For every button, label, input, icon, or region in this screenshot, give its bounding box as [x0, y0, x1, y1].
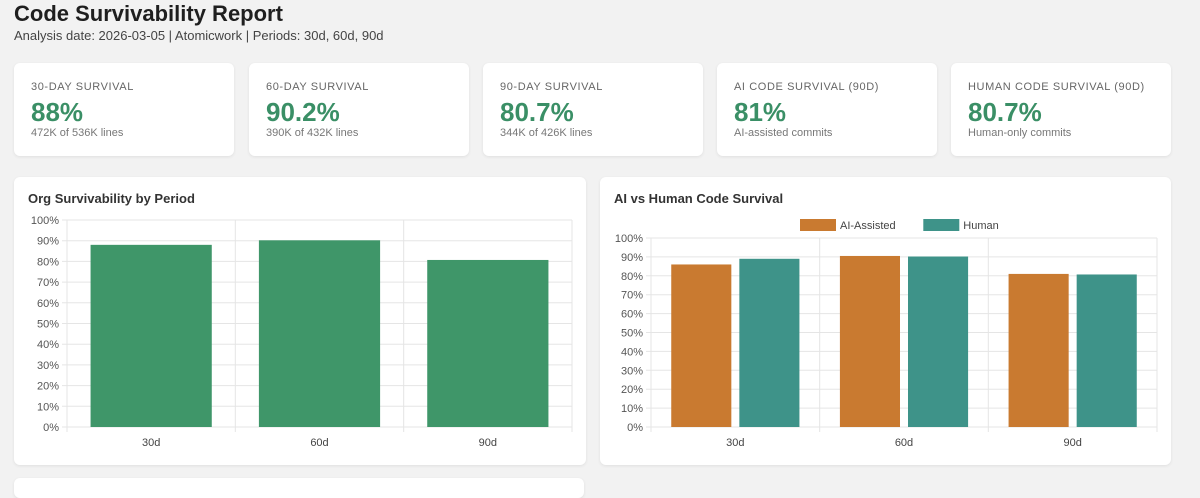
- next-card: [14, 478, 584, 498]
- y-tick-label: 20%: [621, 384, 643, 396]
- stat-sub: 390K of 432K lines: [266, 127, 359, 139]
- stat-label: HUMAN CODE SURVIVAL (90D): [968, 81, 1145, 93]
- stat-value: 80.7%: [500, 97, 574, 127]
- y-tick-label: 50%: [621, 328, 643, 340]
- page-subtitle: Analysis date: 2026-03-05 | Atomicwork |…: [14, 28, 384, 43]
- stat-value: 80.7%: [968, 97, 1042, 127]
- x-tick-label: 90d: [479, 437, 497, 449]
- y-tick-label: 100%: [31, 215, 59, 227]
- stat-label: 60-DAY SURVIVAL: [266, 81, 369, 93]
- legend-label: AI-Assisted: [840, 220, 896, 232]
- y-tick-label: 30%: [621, 365, 643, 377]
- bar-survival-90d: [427, 259, 549, 427]
- y-tick-label: 0%: [43, 422, 59, 434]
- y-tick-label: 80%: [621, 271, 643, 283]
- x-tick-label: 90d: [1063, 437, 1081, 449]
- stat-sub: Human-only commits: [968, 127, 1072, 139]
- x-tick-label: 60d: [310, 437, 328, 449]
- stat-sub: 472K of 536K lines: [31, 127, 124, 139]
- bar-human-90d: [1076, 274, 1137, 427]
- bar-survival-60d: [258, 240, 381, 427]
- y-tick-label: 40%: [37, 339, 59, 351]
- y-tick-label: 80%: [37, 256, 59, 268]
- org-survivability-chart: 0% 10% 20% 30% 40% 50% 60% 70% 80% 90% 100% 30d 60d 9…: [31, 215, 573, 449]
- stat-sub: 344K of 426K lines: [500, 127, 593, 139]
- y-tick-label: 90%: [621, 252, 643, 264]
- y-tick-label: 90%: [37, 236, 59, 248]
- bar-ai-assisted-30d: [671, 264, 732, 427]
- stat-label: 30-DAY SURVIVAL: [31, 81, 134, 93]
- y-tick-label: 0%: [627, 422, 643, 434]
- bar-ai-assisted-90d: [1008, 273, 1069, 427]
- ai-vs-human-card: AI vs Human Code Survival 0% 10% 20% 30% 40%…: [600, 177, 1171, 465]
- bar-human-60d: [908, 256, 969, 427]
- ai-vs-human-chart: 0% 10% 20% 30% 40% 50% 60% 70% 80% 90% 100% 30d 60d 9…: [615, 219, 1158, 449]
- stat-label: 90-DAY SURVIVAL: [500, 81, 603, 93]
- page-title: Code Survivability Report: [14, 1, 283, 26]
- bar-survival-30d: [90, 244, 212, 427]
- y-tick-label: 70%: [37, 277, 59, 289]
- stat-value: 88%: [31, 97, 84, 127]
- stat-card-60-day: 60-DAY SURVIVAL 90.2% 390K of 432K lines: [249, 63, 469, 156]
- chart-title: Org Survivability by Period: [28, 191, 195, 206]
- y-tick-label: 60%: [37, 298, 59, 310]
- y-tick-label: 10%: [621, 403, 643, 415]
- y-tick-label: 60%: [621, 309, 643, 321]
- y-tick-label: 70%: [621, 290, 643, 302]
- y-tick-label: 100%: [615, 233, 643, 245]
- stat-card-ai-code: AI CODE SURVIVAL (90D) 81% AI-assisted c…: [717, 63, 937, 156]
- stat-card-90-day: 90-DAY SURVIVAL 80.7% 344K of 426K lines: [483, 63, 703, 156]
- y-tick-label: 20%: [37, 381, 59, 393]
- stat-card-30-day: 30-DAY SURVIVAL 88% 472K of 536K lines: [14, 63, 234, 156]
- y-tick-label: 10%: [37, 401, 59, 413]
- x-tick-label: 60d: [895, 437, 913, 449]
- stat-value: 90.2%: [266, 97, 340, 127]
- x-tick-label: 30d: [142, 437, 160, 449]
- stat-value: 81%: [734, 97, 787, 127]
- x-tick-label: 30d: [726, 437, 744, 449]
- legend-swatch: [923, 219, 960, 231]
- y-tick-label: 40%: [621, 346, 643, 358]
- legend-swatch: [800, 219, 836, 231]
- bar-human-30d: [739, 258, 800, 427]
- legend-label: Human: [963, 220, 998, 232]
- org-survivability-card: Org Survivability by Period 0% 10% 20% 30% 4…: [14, 177, 586, 465]
- bar-ai-assisted-60d: [839, 255, 900, 427]
- y-tick-label: 50%: [37, 319, 59, 331]
- stat-card-human-code: HUMAN CODE SURVIVAL (90D) 80.7% Human-on…: [951, 63, 1171, 156]
- stat-sub: AI-assisted commits: [734, 127, 833, 139]
- stat-label: AI CODE SURVIVAL (90D): [734, 81, 880, 93]
- y-tick-label: 30%: [37, 360, 59, 372]
- chart-title: AI vs Human Code Survival: [614, 191, 784, 206]
